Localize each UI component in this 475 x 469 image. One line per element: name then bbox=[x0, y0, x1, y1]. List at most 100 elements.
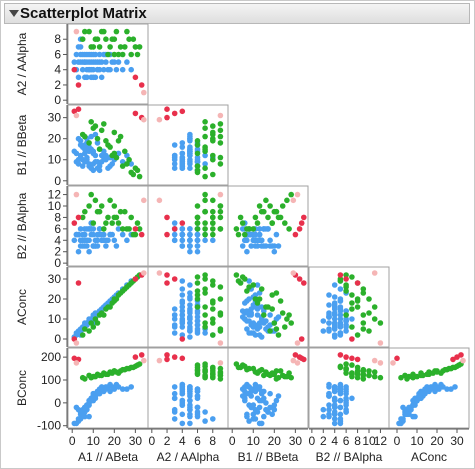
point-group_a-2-2-55[interactable] bbox=[246, 231, 252, 238]
point-group_a-4-1-14[interactable] bbox=[187, 393, 193, 399]
point-group_a-4-2-45[interactable] bbox=[252, 381, 259, 388]
point-group_a-3-1-39[interactable] bbox=[187, 324, 193, 330]
point-group_a-1-0-39[interactable] bbox=[82, 150, 88, 157]
point-group_a-4-4-56[interactable] bbox=[396, 420, 402, 427]
point-group_b-3-2-11[interactable] bbox=[265, 304, 271, 310]
point-group_b-2-1-9[interactable] bbox=[210, 226, 216, 232]
point-group_c-1-0-0[interactable] bbox=[75, 106, 82, 112]
point-group_a-1-0-37[interactable] bbox=[94, 140, 101, 146]
point-group_a-1-0-40[interactable] bbox=[86, 144, 92, 150]
point-group_a-1-0-23[interactable] bbox=[77, 138, 84, 144]
point-group_a-2-2-30[interactable] bbox=[256, 231, 263, 238]
point-group_a-3-1-22[interactable] bbox=[179, 304, 186, 310]
point-group_a-4-2-31[interactable] bbox=[248, 393, 254, 399]
point-group_a-1-0-17[interactable] bbox=[75, 161, 82, 167]
point-group_a-1-1-40[interactable] bbox=[179, 144, 186, 150]
point-group_a-4-2-6[interactable] bbox=[267, 404, 273, 411]
point-group_b-1-0-26[interactable] bbox=[136, 173, 143, 180]
point-group_b-4-1-22[interactable] bbox=[210, 364, 216, 371]
point-group_b-1-0-20[interactable] bbox=[113, 154, 120, 161]
point-group_b-1-1-24[interactable] bbox=[194, 167, 201, 174]
point-group_a-2-2-14[interactable] bbox=[275, 243, 282, 249]
point-group_b-3-0-1[interactable] bbox=[86, 328, 92, 334]
point-group_a-1-1-55[interactable] bbox=[179, 161, 186, 167]
point-group_c-3-0-0[interactable] bbox=[75, 280, 82, 286]
point-group_a-3-1-52[interactable] bbox=[187, 320, 193, 326]
point-group_a-0-0-48[interactable] bbox=[96, 66, 103, 73]
point-group_c-4-2-2[interactable] bbox=[292, 352, 299, 358]
point-group_a-3-1-35[interactable] bbox=[171, 322, 178, 328]
point-group_a-4-1-46[interactable] bbox=[194, 409, 201, 415]
point-group_b-1-1-7[interactable] bbox=[194, 138, 201, 144]
point-group_a-4-1-47[interactable] bbox=[171, 395, 178, 402]
point-group_b-0-0-7[interactable] bbox=[115, 51, 122, 58]
point-group_b-1-0-10[interactable] bbox=[98, 127, 105, 134]
point-group_a-1-0-48[interactable] bbox=[96, 163, 103, 169]
point-group_a-3-3-34[interactable] bbox=[337, 316, 344, 322]
point-group_c-1-1-1[interactable] bbox=[171, 110, 178, 117]
point-group_a-4-3-47[interactable] bbox=[331, 395, 338, 402]
point-group_d-3-3-1[interactable] bbox=[371, 270, 378, 276]
point-group_a-0-0-23[interactable] bbox=[77, 59, 84, 65]
point-group_d-1-1-0[interactable] bbox=[217, 112, 224, 119]
point-group_a-1-1-54[interactable] bbox=[187, 152, 193, 159]
point-group_a-0-0-35[interactable] bbox=[84, 74, 90, 81]
point-group_b-2-0-15[interactable] bbox=[128, 214, 134, 221]
point-group_b-2-0-21[interactable] bbox=[119, 226, 126, 232]
point-group_a-1-0-25[interactable] bbox=[86, 148, 92, 155]
point-group_b-4-0-23[interactable] bbox=[88, 374, 94, 381]
point-group_b-1-0-14[interactable] bbox=[124, 161, 130, 167]
point-group_a-3-1-48[interactable] bbox=[179, 308, 186, 314]
point-group_b-2-1-10[interactable] bbox=[217, 203, 224, 209]
point-group_b-2-0-18[interactable] bbox=[96, 208, 103, 215]
point-group_b-3-1-24[interactable] bbox=[194, 274, 201, 280]
point-group_b-3-3-14[interactable] bbox=[343, 284, 349, 290]
point-group_a-4-3-18[interactable] bbox=[326, 406, 332, 413]
point-group_b-3-2-21[interactable] bbox=[244, 288, 250, 294]
point-group_a-4-2-53[interactable] bbox=[242, 397, 248, 404]
point-group_b-1-1-1[interactable] bbox=[217, 140, 224, 146]
point-group_a-0-0-0[interactable] bbox=[73, 51, 80, 58]
point-group_b-4-2-11[interactable] bbox=[265, 371, 271, 378]
point-group_c-3-2-3[interactable] bbox=[298, 336, 305, 342]
point-group_b-2-0-27[interactable] bbox=[111, 203, 118, 209]
point-group_b-2-0-20[interactable] bbox=[113, 214, 120, 221]
point-group_b-4-3-19[interactable] bbox=[349, 371, 355, 378]
point-group_b-3-1-16[interactable] bbox=[202, 276, 208, 282]
point-group_b-3-2-2[interactable] bbox=[282, 324, 288, 330]
point-group_b-4-2-6[interactable] bbox=[277, 368, 284, 374]
point-group_a-3-1-56[interactable] bbox=[187, 334, 193, 340]
point-group_a-3-3-56[interactable] bbox=[331, 334, 338, 340]
point-group_b-0-0-11[interactable] bbox=[105, 51, 111, 58]
point-group_b-1-1-13[interactable] bbox=[202, 133, 208, 140]
point-group_a-1-0-42[interactable] bbox=[75, 156, 82, 163]
point-group_a-3-1-54[interactable] bbox=[187, 282, 193, 288]
point-group_c-4-3-1[interactable] bbox=[343, 354, 349, 360]
point-group_a-4-0-44[interactable] bbox=[109, 384, 115, 390]
point-group_a-2-0-4[interactable] bbox=[75, 248, 82, 255]
point-group_a-2-0-56[interactable] bbox=[71, 237, 78, 244]
point-group_a-2-1-41[interactable] bbox=[194, 243, 201, 249]
point-group_a-3-1-5[interactable] bbox=[179, 324, 186, 330]
point-group_b-2-0-22[interactable] bbox=[130, 231, 137, 238]
point-group_c-3-1-3[interactable] bbox=[179, 336, 186, 342]
point-group_b-1-0-9[interactable] bbox=[126, 156, 132, 163]
point-group_a-3-3-27[interactable] bbox=[326, 302, 332, 308]
point-group_a-1-0-56[interactable] bbox=[71, 148, 78, 155]
point-group_a-2-0-42[interactable] bbox=[75, 231, 82, 238]
point-group_b-0-0-0[interactable] bbox=[79, 36, 86, 42]
point-group_a-1-1-11[interactable] bbox=[171, 142, 178, 148]
point-group_d-0-0-1[interactable] bbox=[141, 89, 147, 96]
point-group_c-2-0-0[interactable] bbox=[75, 214, 82, 221]
point-group_b-3-2-0[interactable] bbox=[275, 332, 282, 338]
point-group_b-3-2-10[interactable] bbox=[279, 310, 286, 316]
point-group_c-3-3-2[interactable] bbox=[337, 272, 344, 278]
point-group_a-2-0-24[interactable] bbox=[82, 231, 88, 238]
point-group_b-4-4-18[interactable] bbox=[418, 372, 424, 379]
point-group_c-4-4-3[interactable] bbox=[394, 355, 400, 362]
point-group_a-3-2-36[interactable] bbox=[244, 326, 250, 332]
point-group_b-2-0-5[interactable] bbox=[107, 197, 113, 204]
point-group_b-3-3-10[interactable] bbox=[366, 310, 372, 316]
point-group_a-4-1-41[interactable] bbox=[194, 393, 201, 399]
point-group_a-3-1-27[interactable] bbox=[187, 302, 193, 308]
